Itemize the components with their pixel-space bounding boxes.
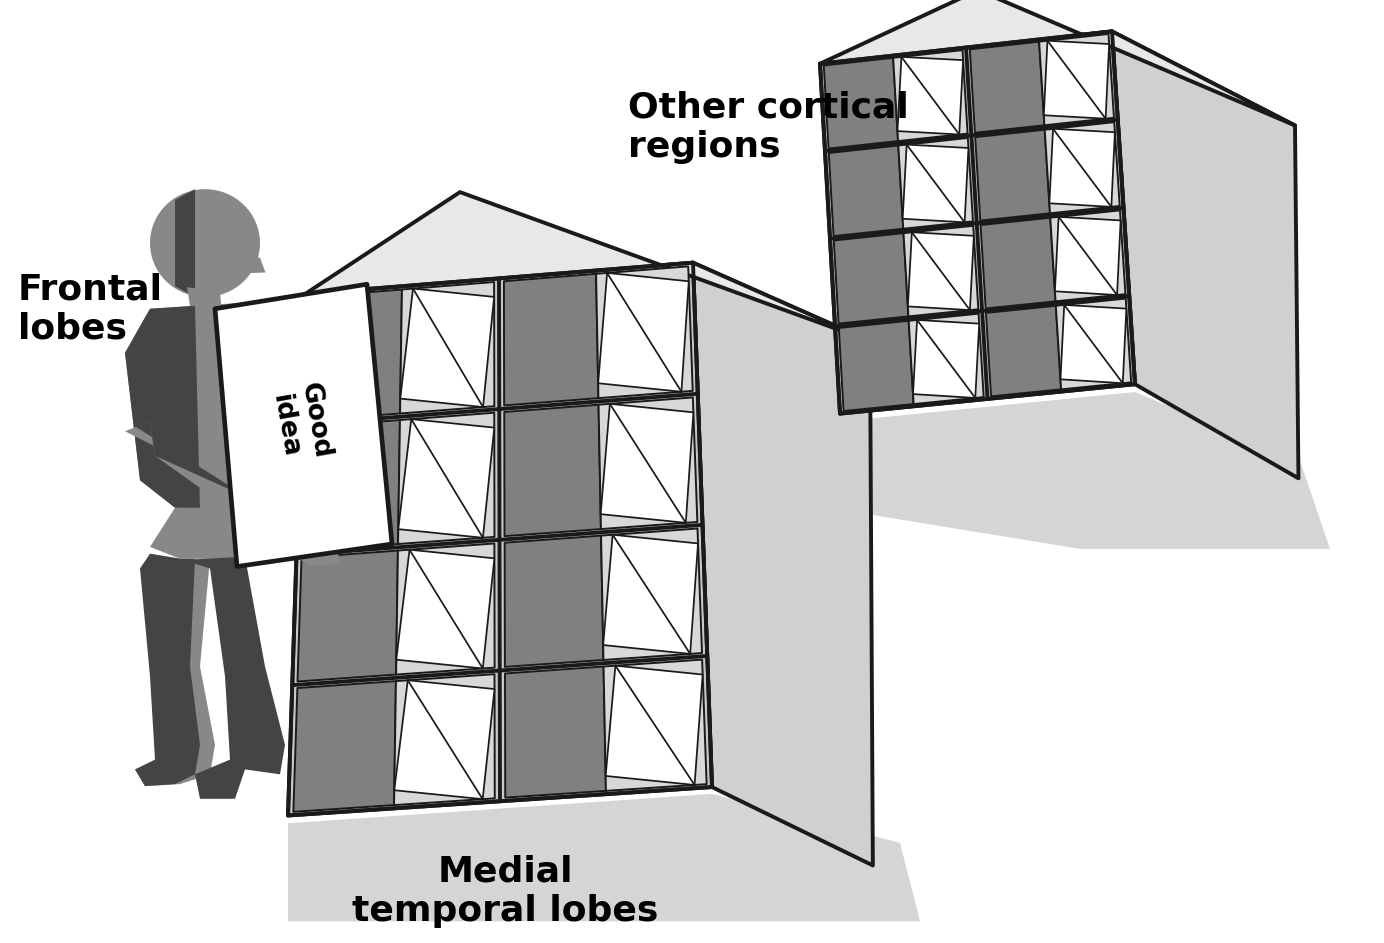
Polygon shape [898,138,973,229]
Polygon shape [603,659,707,791]
Polygon shape [396,550,494,669]
Polygon shape [897,57,963,135]
Polygon shape [394,674,494,805]
Polygon shape [904,225,978,317]
Polygon shape [819,31,1135,414]
Polygon shape [819,0,1295,125]
Polygon shape [1055,217,1121,295]
Polygon shape [1044,41,1109,119]
Polygon shape [288,263,711,816]
Text: Other cortical
regions: Other cortical regions [628,91,909,163]
Polygon shape [839,321,913,411]
Polygon shape [205,248,266,274]
Circle shape [149,190,260,297]
Polygon shape [598,397,698,529]
Text: Medial
temporal lobes: Medial temporal lobes [352,854,659,928]
Polygon shape [970,41,1045,133]
Polygon shape [598,273,689,391]
Polygon shape [913,320,980,398]
Polygon shape [1111,31,1298,478]
Polygon shape [1050,210,1125,302]
Polygon shape [909,314,984,405]
Polygon shape [306,290,401,421]
Polygon shape [908,232,974,310]
Polygon shape [603,535,698,653]
Polygon shape [980,218,1056,308]
Polygon shape [693,263,873,866]
Polygon shape [187,288,223,324]
Polygon shape [976,130,1050,221]
Text: Frontal
lobes: Frontal lobes [18,273,163,346]
Polygon shape [251,308,320,406]
Polygon shape [902,144,969,223]
Polygon shape [840,392,1330,549]
Polygon shape [302,420,400,551]
Polygon shape [125,302,280,509]
Polygon shape [396,543,494,674]
Polygon shape [833,233,908,323]
Polygon shape [1056,299,1131,389]
Polygon shape [893,50,967,141]
Polygon shape [174,190,195,297]
Polygon shape [1039,34,1114,125]
Polygon shape [606,666,703,785]
Polygon shape [215,284,392,567]
Polygon shape [985,306,1062,396]
Polygon shape [293,681,396,812]
Polygon shape [823,58,898,149]
Polygon shape [597,266,693,398]
Polygon shape [1049,129,1116,207]
Polygon shape [125,422,340,567]
Polygon shape [298,551,399,682]
Text: Good
idea: Good idea [266,381,335,466]
Polygon shape [149,507,255,558]
Polygon shape [399,413,494,544]
Polygon shape [185,556,285,799]
Polygon shape [136,554,215,786]
Polygon shape [136,554,201,786]
Polygon shape [505,667,606,798]
Polygon shape [394,680,494,799]
Polygon shape [400,289,494,407]
Polygon shape [288,794,920,921]
Polygon shape [829,145,904,236]
Polygon shape [399,419,494,538]
Polygon shape [601,404,693,522]
Polygon shape [1060,305,1127,383]
Polygon shape [400,282,494,413]
Polygon shape [601,528,702,660]
Polygon shape [504,273,598,405]
Polygon shape [1045,123,1120,213]
Polygon shape [136,422,335,549]
Polygon shape [505,536,603,667]
Polygon shape [504,405,601,537]
Polygon shape [304,192,871,341]
Polygon shape [125,306,201,509]
